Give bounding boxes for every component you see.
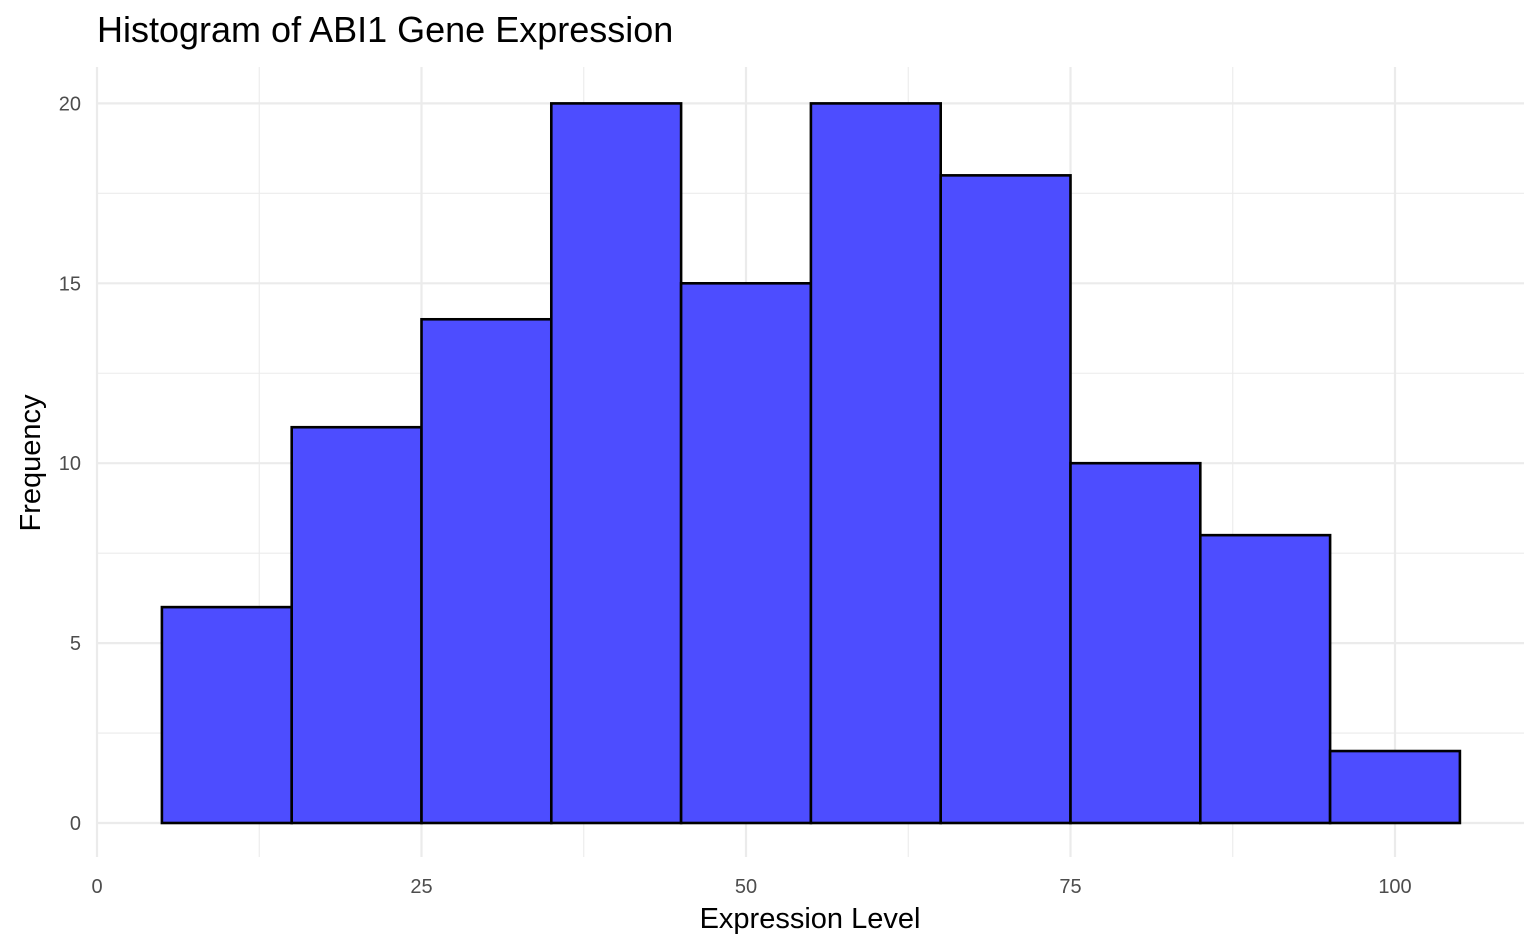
y-tick-label: 20: [59, 93, 81, 115]
y-axis-ticks: 0 5 10 15 20: [59, 93, 81, 835]
y-tick-label: 10: [59, 453, 81, 475]
x-tick-label: 0: [91, 876, 102, 898]
histogram-bar-6: [809, 102, 943, 825]
histogram-bars: [160, 102, 1462, 825]
y-tick-label: 5: [70, 633, 81, 655]
histogram-bar-5: [679, 281, 813, 825]
x-tick-label: 100: [1378, 876, 1411, 898]
histogram-bar-10: [1328, 749, 1462, 825]
chart-title: Histogram of ABI1 Gene Expression: [97, 9, 673, 50]
y-tick-label: 0: [70, 813, 81, 835]
histogram-bar-9: [1199, 533, 1332, 825]
y-axis-title: Frequency: [15, 394, 47, 532]
histogram-bar-8: [1069, 461, 1202, 825]
x-axis-ticks: 0 25 50 75 100: [91, 876, 1411, 898]
histogram-bar-3: [420, 317, 553, 825]
y-tick-label: 15: [59, 273, 81, 295]
histogram-bar-2: [290, 425, 423, 825]
x-tick-label: 50: [735, 876, 757, 898]
x-tick-label: 25: [410, 876, 432, 898]
x-axis-title: Expression Level: [700, 903, 921, 935]
histogram-bar-4: [549, 102, 683, 825]
histogram-bar-7: [939, 174, 1072, 825]
x-tick-label: 75: [1059, 876, 1081, 898]
histogram-bar-1: [160, 605, 293, 825]
